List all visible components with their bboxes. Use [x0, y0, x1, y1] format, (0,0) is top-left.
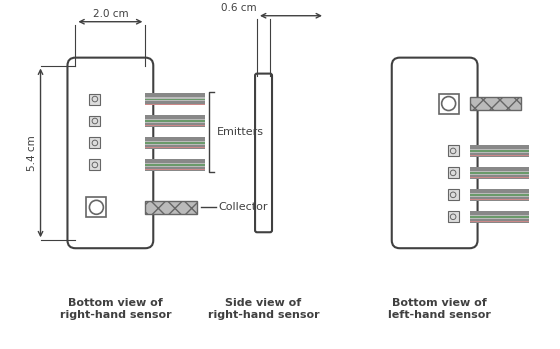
- Text: Bottom view of
left-hand sensor: Bottom view of left-hand sensor: [388, 298, 491, 320]
- Bar: [470, 194, 529, 196]
- Bar: [470, 145, 529, 149]
- Bar: [145, 164, 205, 166]
- Bar: [145, 142, 205, 144]
- Bar: [470, 215, 529, 219]
- Bar: [145, 159, 205, 163]
- Bar: [447, 168, 459, 178]
- Bar: [145, 97, 205, 101]
- Bar: [470, 172, 529, 174]
- Bar: [470, 153, 529, 157]
- Bar: [470, 197, 529, 201]
- Bar: [447, 211, 459, 222]
- Bar: [470, 216, 529, 218]
- Bar: [470, 149, 529, 153]
- Text: Collector: Collector: [218, 202, 268, 212]
- Bar: [470, 177, 529, 178]
- Bar: [90, 138, 100, 148]
- Bar: [145, 141, 205, 145]
- Bar: [470, 175, 529, 179]
- Text: 0.6 cm: 0.6 cm: [221, 3, 257, 13]
- Bar: [470, 150, 529, 152]
- Bar: [470, 219, 529, 223]
- Bar: [470, 193, 529, 197]
- FancyBboxPatch shape: [392, 58, 478, 248]
- Text: Emitters: Emitters: [217, 127, 264, 137]
- Bar: [145, 104, 205, 105]
- Bar: [145, 93, 205, 97]
- Bar: [470, 155, 529, 156]
- Bar: [145, 120, 205, 122]
- Bar: [470, 221, 529, 222]
- Text: 5.4 cm: 5.4 cm: [26, 135, 36, 171]
- Bar: [145, 201, 197, 214]
- Bar: [90, 94, 100, 105]
- Bar: [145, 123, 205, 127]
- Bar: [470, 189, 529, 193]
- Bar: [145, 98, 205, 100]
- Bar: [470, 167, 529, 171]
- Bar: [90, 159, 100, 170]
- Bar: [145, 147, 205, 148]
- Bar: [145, 115, 205, 119]
- FancyBboxPatch shape: [67, 58, 153, 248]
- Bar: [145, 137, 205, 141]
- Bar: [145, 101, 205, 105]
- Bar: [470, 199, 529, 200]
- FancyBboxPatch shape: [255, 74, 272, 232]
- Bar: [470, 171, 529, 175]
- Bar: [470, 97, 521, 110]
- Bar: [145, 119, 205, 123]
- Bar: [90, 116, 100, 126]
- Text: Bottom view of
right-hand sensor: Bottom view of right-hand sensor: [59, 298, 171, 320]
- Text: 2.0 cm: 2.0 cm: [92, 9, 128, 19]
- Text: Side view of
right-hand sensor: Side view of right-hand sensor: [208, 298, 319, 320]
- Bar: [145, 169, 205, 170]
- Bar: [145, 145, 205, 149]
- Bar: [145, 167, 205, 171]
- Bar: [447, 146, 459, 156]
- Bar: [86, 197, 106, 217]
- Bar: [438, 94, 459, 113]
- Bar: [447, 190, 459, 200]
- Bar: [470, 211, 529, 215]
- Bar: [145, 163, 205, 167]
